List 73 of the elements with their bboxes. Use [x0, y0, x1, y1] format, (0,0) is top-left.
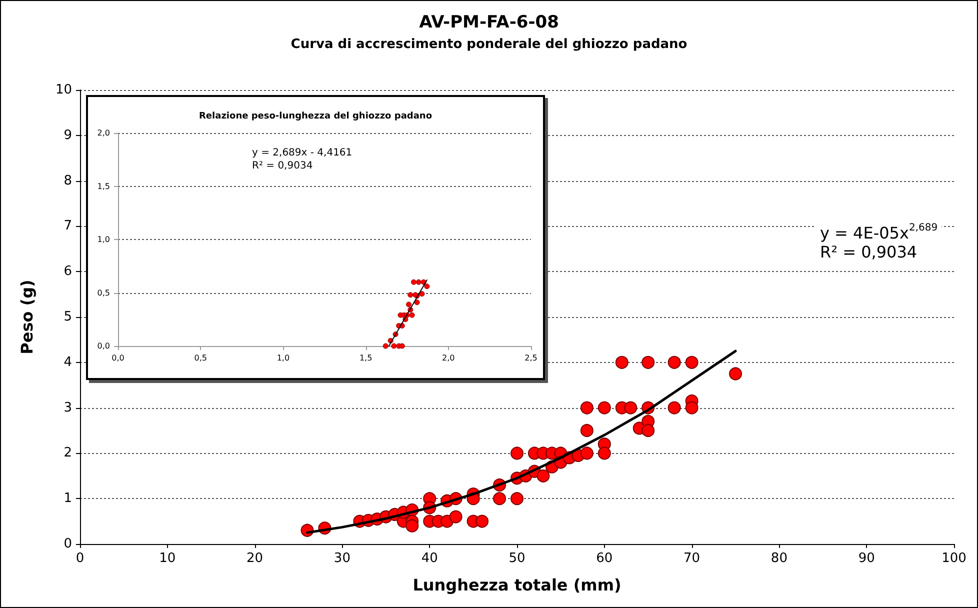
point: [580, 401, 594, 414]
x-tick-label: 40: [421, 551, 438, 566]
point: [410, 279, 416, 285]
point: [391, 343, 397, 349]
y-tick-label: 3: [64, 400, 72, 416]
annotation: R² = 0,9034: [252, 160, 313, 172]
point: [615, 356, 628, 369]
point: [580, 424, 594, 437]
x-tick-label: 100: [942, 551, 966, 566]
point: [382, 343, 388, 349]
x-tick-label: 2,0: [442, 354, 455, 362]
point: [668, 401, 681, 414]
y-tick-label: 2: [64, 446, 72, 461]
chart-subtitle: Curva di accrescimento ponderale del ghiozzo padano: [290, 37, 688, 52]
chart-title: AV-PM-FA-6-08: [419, 12, 559, 32]
chart-title: Relazione peso-lunghezza del ghiozzo padano: [199, 112, 432, 122]
y-tick-label: 0,0: [97, 342, 110, 350]
x-axis-title: Lunghezza totale (mm): [412, 576, 622, 594]
x-tick-label: 60: [596, 551, 613, 566]
point: [598, 401, 611, 414]
point: [668, 356, 681, 369]
y-tick-label: 10: [55, 82, 72, 98]
x-tick-label: 10: [159, 551, 176, 566]
x-tick-label: 30: [334, 551, 350, 566]
y-tick-label: 1: [64, 491, 72, 506]
point: [399, 343, 405, 349]
point: [642, 424, 655, 437]
x-tick-label: 0,5: [194, 354, 207, 362]
point: [729, 367, 742, 380]
x-tick-label: 90: [858, 551, 875, 566]
point: [419, 291, 425, 297]
point: [476, 514, 489, 528]
point: [598, 446, 611, 460]
point: [449, 510, 462, 524]
y-tick-label: 1,5: [97, 182, 110, 191]
y-tick-label: 4: [64, 354, 72, 370]
y-axis-title: Peso (g): [18, 280, 36, 354]
y-tick-label: 0,5: [97, 288, 110, 298]
y-tick-label: 9: [64, 128, 72, 143]
x-tick-label: 0: [76, 551, 84, 566]
y-tick-label: 2,0: [97, 128, 110, 138]
point: [408, 292, 414, 298]
point: [642, 356, 655, 369]
point: [685, 401, 698, 414]
y-tick-label: 7: [64, 218, 72, 234]
point: [409, 312, 415, 318]
x-tick-label: 50: [508, 551, 526, 566]
point: [493, 492, 506, 506]
point: [685, 356, 698, 369]
point: [510, 446, 524, 460]
x-tick-label: 70: [684, 551, 700, 566]
x-tick-label: 0,0: [112, 354, 124, 362]
point: [510, 492, 524, 506]
x-tick-label: 2,5: [524, 354, 538, 362]
point: [406, 302, 412, 308]
x-tick-label: 80: [770, 551, 788, 566]
annotation: y = 2,689x - 4,4161: [252, 148, 352, 158]
point: [624, 401, 638, 414]
point: [580, 446, 594, 460]
annotation: R² = 0,9034: [820, 242, 918, 262]
y-tick-label: 8: [64, 173, 72, 188]
point: [536, 469, 550, 482]
point: [406, 519, 419, 532]
y-tick-label: 5: [64, 310, 72, 324]
point: [416, 279, 422, 285]
y-tick-label: 1,0: [97, 235, 110, 244]
x-tick-label: 20: [246, 551, 264, 566]
y-tick-label: 6: [64, 264, 72, 280]
point: [424, 284, 430, 290]
point: [414, 300, 420, 306]
x-tick-label: 1,5: [359, 354, 372, 362]
y-tick-label: 0: [64, 536, 72, 552]
x-tick-label: 1,0: [276, 354, 290, 362]
